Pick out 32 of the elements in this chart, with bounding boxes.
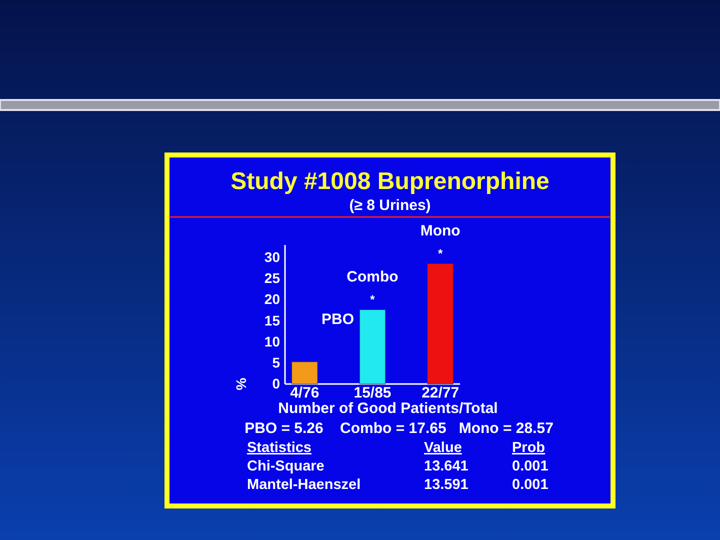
annotation: PBO: [322, 310, 354, 328]
y-tick-label: 10: [264, 333, 280, 350]
text: Value: [424, 440, 462, 456]
y-tick-label: 5: [272, 354, 280, 370]
y-tick-label: 30: [264, 249, 280, 266]
annotation: Mono: [420, 222, 460, 240]
x-tick-label: 15/85: [354, 384, 392, 402]
annotation: *: [370, 292, 376, 307]
text: Mantel-Haenszel: [247, 477, 361, 493]
y-tick-label: 20: [264, 291, 280, 308]
text: Chi-Square: [247, 458, 324, 474]
chart-title: Study #1008 Buprenorphine: [230, 168, 550, 195]
text: Prob: [512, 440, 546, 456]
text: Statistics: [247, 440, 312, 456]
annotation: Combo: [346, 268, 398, 286]
chart-subtitle: (≥ 8 Urines): [349, 197, 431, 214]
text: 13.591: [424, 477, 468, 493]
annotation: *: [438, 246, 443, 261]
text: 13.641: [424, 458, 468, 474]
x-tick-label: 22/77: [422, 384, 460, 402]
y-tick-label: 25: [264, 270, 280, 286]
bar: [427, 263, 454, 384]
y-tick-label: 15: [264, 312, 280, 328]
x-axis-title: Number of Good Patients/Total: [278, 400, 498, 417]
text: 0.001: [512, 458, 548, 474]
x-tick-label: 4/76: [290, 384, 320, 402]
y-tick-label: 0: [272, 375, 280, 392]
bar: [359, 309, 386, 384]
text: 0.001: [512, 477, 548, 493]
bar: [292, 362, 318, 384]
text: PBO = 5.26 Combo = 17.65 Mono = 28.57: [244, 420, 554, 437]
y-axis-title: %: [233, 377, 249, 390]
